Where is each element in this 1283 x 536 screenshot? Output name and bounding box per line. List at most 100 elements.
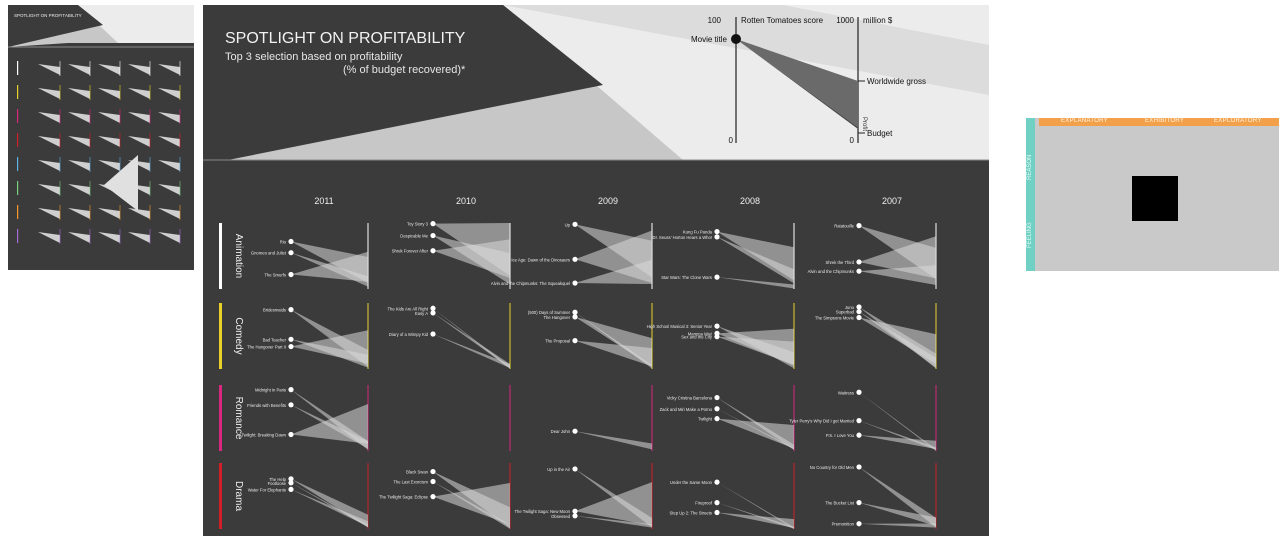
thumb-highlight-wedge <box>104 155 138 211</box>
movie-dot <box>856 418 862 424</box>
profit-wedge <box>717 482 794 529</box>
thumb-wedge <box>98 160 120 171</box>
genre-label-romance: Romance <box>233 397 244 440</box>
legend-score-min: 0 <box>729 136 734 145</box>
movie-label: Premonition <box>832 522 855 527</box>
movie-label: Dr. Seuss' Horton Hears a Who! <box>653 235 712 240</box>
thumb-wedge <box>158 160 180 171</box>
legend-worldwide-label: Worldwide gross <box>867 77 926 86</box>
movie-dot <box>856 432 862 438</box>
thumb-wedge <box>98 88 120 99</box>
movie-label: The Last Exorcism <box>393 479 428 484</box>
framework-col-exploratory: EXPLORATORY <box>1214 118 1262 124</box>
thumb-wedge <box>128 88 150 99</box>
movie-dot <box>288 476 294 482</box>
framework-col-exhibitory: EXHIBITORY <box>1145 118 1185 124</box>
movie-dot <box>572 280 578 286</box>
profit-wedge <box>717 277 794 289</box>
thumb-wedge <box>158 232 180 243</box>
movie-dot <box>430 221 436 227</box>
profit-wedge <box>575 482 652 526</box>
movie-label: The Hangover <box>543 315 570 320</box>
movie-dot <box>856 308 862 315</box>
movie-dot <box>430 232 436 239</box>
movie-dot <box>572 428 578 434</box>
thumb-wedge <box>158 64 180 75</box>
movie-label: Ice Age: Dawn of the Dinosaurs <box>511 257 570 262</box>
movie-label: Up <box>565 222 571 227</box>
movie-label: Zack and Miri Make a Porno <box>660 407 713 412</box>
movie-dot <box>714 234 720 240</box>
thumb-wedge <box>158 208 180 219</box>
header-dark-overlay <box>203 5 603 165</box>
movie-dot <box>714 509 720 516</box>
profit-wedge <box>433 471 510 529</box>
movie-label: Sex and the City <box>681 335 713 340</box>
thumb-wedge <box>128 136 150 147</box>
profit-wedge <box>859 435 936 450</box>
movie-dot <box>430 248 436 254</box>
thumb-genre-bar <box>17 181 19 195</box>
movie-label: The Simpsons Movie <box>815 316 855 321</box>
movie-label: Diary of a Wimpy Kid <box>389 332 429 337</box>
profit-wedge <box>291 489 368 527</box>
thumb-wedge <box>158 112 180 123</box>
legend: 100 Rotten Tomatoes score 0 1000 million… <box>691 16 926 145</box>
framework-row-feeling: FEELING <box>1027 222 1033 248</box>
movie-label: Gnomeo and Juliet <box>251 251 287 256</box>
movie-dot <box>288 307 294 313</box>
movie-dot <box>288 336 294 342</box>
movie-label: Shrek the Third <box>825 260 854 265</box>
thumb-header-dark <box>8 5 103 47</box>
movie-label: (500) Days of Summer <box>528 310 571 315</box>
thumb-wedge <box>128 208 150 219</box>
legend-money-min: 0 <box>850 136 855 145</box>
thumb-genre-bar <box>17 229 19 243</box>
movie-dot <box>714 416 720 422</box>
movie-label: Ratatouille <box>834 224 854 229</box>
profit-wedge <box>291 482 368 528</box>
movie-label: Mamma Mia! <box>688 331 712 336</box>
movie-dot <box>856 223 862 229</box>
chart-grid: 2011 2010 2009 2008 2007 Animation Comedy Roman… <box>219 196 937 529</box>
movie-dot <box>856 268 862 274</box>
thumb-wedge <box>68 112 90 123</box>
year-header-2007: 2007 <box>882 196 902 206</box>
profit-wedge <box>717 502 794 529</box>
thumb-wedge <box>68 232 90 243</box>
movie-label: Vicky Cristina Barcelona <box>667 396 713 401</box>
thumb-wedge <box>38 64 60 75</box>
movie-dot <box>288 343 294 350</box>
thumb-genre-bar <box>17 133 19 147</box>
movie-label: Obsessed <box>551 514 571 519</box>
movie-dot <box>856 304 862 310</box>
thumb-wedge <box>68 160 90 171</box>
movie-dot <box>430 331 436 337</box>
profit-wedge <box>717 336 794 365</box>
framework-diagram: EXPLANATORY EXHIBITORY EXPLORATORY REASO… <box>1026 118 1279 271</box>
movie-label: Alvin and the Chipmunks <box>808 269 854 274</box>
thumb-header-light <box>78 5 194 43</box>
movie-dot <box>856 464 862 470</box>
legend-profit-label: Profit <box>861 117 867 131</box>
movie-label: Dear John <box>551 429 571 434</box>
poster-thumbnail-graphic: SPOTLIGHT ON PROFITABILITY <box>8 5 194 244</box>
movie-label: Waitress <box>838 390 854 395</box>
profit-wedge <box>859 317 936 365</box>
movie-dot <box>288 387 294 393</box>
movie-dot <box>714 274 720 280</box>
thumb-wedge <box>128 64 150 75</box>
movie-dot <box>714 394 720 401</box>
profit-wedge <box>433 239 510 279</box>
genre-bar-drama <box>219 463 222 529</box>
poster-chart: SPOTLIGHT ON PROFITABILITY Top 3 selecti… <box>203 5 989 529</box>
movie-label: Rio <box>280 239 287 244</box>
movie-label: The Twilight Saga: Eclipse <box>379 495 429 500</box>
movie-label: Alvin and the Chipmunks: The Squeakquel <box>491 281 570 286</box>
movie-label: Under the Same Moon <box>670 480 713 485</box>
thumb-wedge <box>38 232 60 243</box>
framework-left-band: REASON FEELING <box>1026 118 1035 271</box>
thumb-wedge <box>68 64 90 75</box>
header-mid-shape <box>503 5 989 95</box>
movie-label: Tyler Perry's Why Did I get Married <box>789 419 854 424</box>
